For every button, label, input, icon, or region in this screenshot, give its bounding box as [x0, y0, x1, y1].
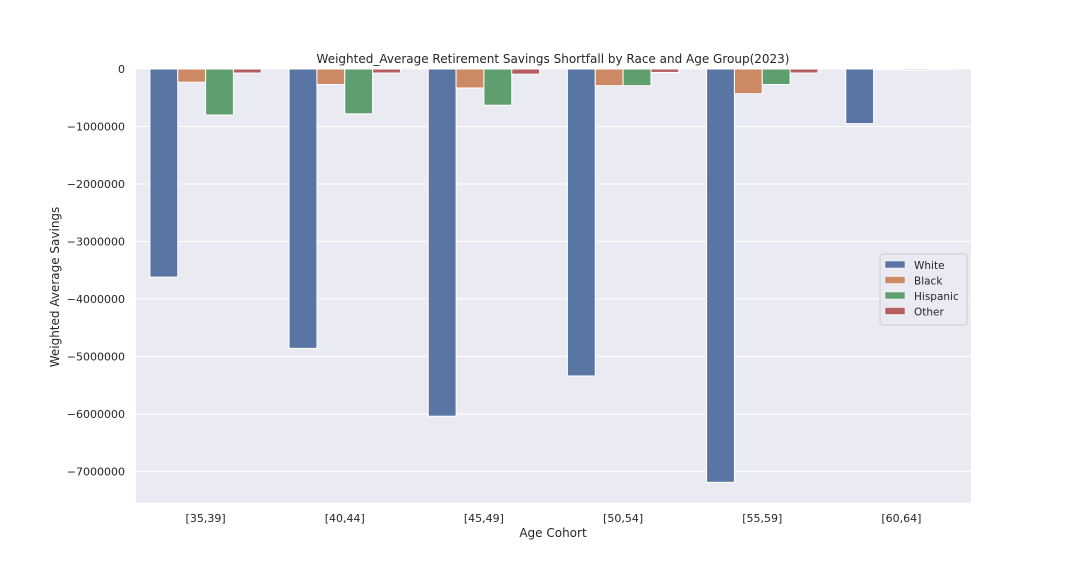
y-tick-label: −2000000 [67, 178, 125, 191]
bar-hispanic-4 [623, 69, 651, 86]
bar-white-1 [150, 69, 178, 277]
bar-black-4 [595, 69, 623, 86]
bar-other-3 [512, 69, 540, 74]
bar-other-2 [373, 69, 401, 73]
legend: White Black Hispanic Other [880, 254, 967, 325]
bar-hispanic-5 [762, 69, 790, 85]
bar-hispanic-3 [484, 69, 512, 105]
bar-white-6 [846, 69, 874, 124]
bar-black-6 [874, 69, 902, 70]
y-axis-label: Weighted Average Savings [48, 207, 62, 368]
y-tick-label: −3000000 [67, 235, 125, 248]
legend-label-black: Black [914, 276, 943, 288]
legend-swatch-white [885, 261, 905, 268]
legend-swatch-black [885, 277, 905, 284]
y-tick-labels: 0 −1000000 −2000000 −3000000 −4000000 −500000… [67, 63, 125, 478]
plot-area [136, 69, 971, 503]
bar-other-1 [233, 69, 261, 73]
bar-white-2 [289, 69, 317, 348]
bar-hispanic-6 [901, 69, 929, 70]
legend-swatch-other [885, 308, 905, 315]
x-tick-label: [50,54] [603, 512, 643, 525]
bar-hispanic-1 [206, 69, 234, 115]
x-tick-label: [45,49] [464, 512, 504, 525]
bar-white-4 [567, 69, 595, 376]
bar-other-4 [651, 69, 679, 72]
y-tick-label: −6000000 [67, 408, 125, 421]
bar-other-5 [790, 69, 818, 73]
bar-black-2 [317, 69, 345, 85]
y-tick-label: 0 [118, 63, 125, 76]
legend-label-other: Other [914, 307, 944, 319]
bar-black-3 [456, 69, 484, 88]
x-tick-labels: [35,39] [40,44] [45,49] [50,54] [55,59] [60,6… [186, 512, 922, 525]
bar-black-5 [734, 69, 762, 94]
legend-label-white: White [914, 260, 945, 272]
y-tick-label: −4000000 [67, 293, 125, 306]
y-tick-label: −7000000 [67, 465, 125, 478]
bar-white-3 [428, 69, 456, 416]
x-tick-label: [60,64] [881, 512, 921, 525]
x-axis-label: Age Cohort [519, 526, 587, 540]
x-tick-label: [40,44] [325, 512, 365, 525]
y-tick-label: −5000000 [67, 350, 125, 363]
legend-label-hispanic: Hispanic [914, 291, 959, 303]
y-tick-label: −1000000 [67, 120, 125, 133]
bar-black-1 [178, 69, 206, 82]
bar-white-5 [707, 69, 735, 482]
legend-swatch-hispanic [885, 292, 905, 299]
x-tick-label: [55,59] [742, 512, 782, 525]
chart-title: Weighted_Average Retirement Savings Shor… [317, 52, 790, 66]
bar-hispanic-2 [345, 69, 373, 114]
x-tick-label: [35,39] [186, 512, 226, 525]
